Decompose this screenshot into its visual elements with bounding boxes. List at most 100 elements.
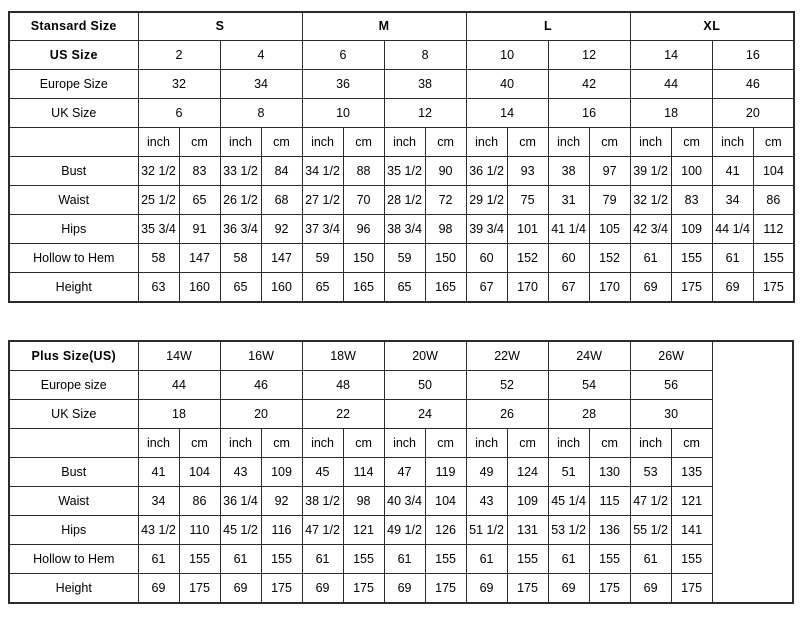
table-row-bust: Bust 41 104 43 109 45 114 47 119 49 124 …: [8, 457, 793, 487]
cell-hips: 96: [342, 214, 385, 244]
cell-hollow-to-hem: 60: [547, 243, 590, 273]
cell-waist: 70: [342, 185, 385, 215]
cell-us-size: 2: [137, 40, 221, 70]
unit-header: inch: [383, 428, 426, 458]
cell-us-size: 6: [301, 40, 385, 70]
cell-waist: 83: [670, 185, 713, 215]
cell-hips: 105: [588, 214, 631, 244]
cell-us-size: 14: [629, 40, 713, 70]
cell-hips: 51 1/2: [465, 515, 508, 545]
cell-hollow-to-hem: 61: [301, 544, 344, 574]
cell-height: 69: [711, 272, 754, 303]
cell-hips: 110: [178, 515, 221, 545]
cell-height: 65: [219, 272, 262, 303]
table-row-waist: Waist 34 86 36 1/4 92 38 1/2 98 40 3/4 1…: [8, 486, 793, 516]
cell-waist: 47 1/2: [629, 486, 672, 516]
table-row-units: inch cm inch cm inch cm inch cm inch cm …: [8, 127, 795, 157]
cell-europe-size: 32: [137, 69, 221, 99]
cell-europe-size: 50: [383, 370, 467, 400]
cell-hollow-to-hem: 60: [465, 243, 508, 273]
unit-header: inch: [547, 428, 590, 458]
cell-uk-size: 22: [301, 399, 385, 429]
unit-header: cm: [342, 127, 385, 157]
cell-bust: 41: [137, 457, 180, 487]
cell-uk-size: 6: [137, 98, 221, 128]
unit-header: inch: [219, 127, 262, 157]
cell-uk-size: 16: [547, 98, 631, 128]
cell-height: 165: [424, 272, 467, 303]
cell-europe-size: 36: [301, 69, 385, 99]
cell-hollow-to-hem: 152: [506, 243, 549, 273]
cell-uk-size: 10: [301, 98, 385, 128]
cell-hollow-to-hem: 61: [465, 544, 508, 574]
cell-us-size: 8: [383, 40, 467, 70]
unit-header: inch: [711, 127, 754, 157]
cell-waist: 34: [137, 486, 180, 516]
cell-hips: 37 3/4: [301, 214, 344, 244]
cell-us-size: 16: [711, 40, 795, 70]
cell-hips: 47 1/2: [301, 515, 344, 545]
unit-header: cm: [588, 428, 631, 458]
unit-header: cm: [506, 428, 549, 458]
cell-europe-size: 44: [137, 370, 221, 400]
cell-bust: 34 1/2: [301, 156, 344, 186]
cell-bust: 33 1/2: [219, 156, 262, 186]
cell-hollow-to-hem: 58: [137, 243, 180, 273]
cell-bust: 35 1/2: [383, 156, 426, 186]
cell-height: 175: [342, 573, 385, 604]
cell-hips: 91: [178, 214, 221, 244]
cell-height: 160: [178, 272, 221, 303]
cell-hips: 38 3/4: [383, 214, 426, 244]
cell-uk-size: 28: [547, 399, 631, 429]
table-row-hollow-to-hem: Hollow to Hem 58 147 58 147 59 150 59 15…: [8, 243, 795, 273]
cell-hips: 41 1/4: [547, 214, 590, 244]
cell-europe-size: 48: [301, 370, 385, 400]
table-row-hips: Hips 43 1/2 110 45 1/2 116 47 1/2 121 49…: [8, 515, 793, 545]
table-row-waist: Waist 25 1/2 65 26 1/2 68 27 1/2 70 28 1…: [8, 185, 795, 215]
cell-hollow-to-hem: 61: [383, 544, 426, 574]
cell-hollow-to-hem: 61: [629, 243, 672, 273]
unit-header: cm: [588, 127, 631, 157]
unit-header: inch: [547, 127, 590, 157]
cell-waist: 29 1/2: [465, 185, 508, 215]
cell-hollow-to-hem: 155: [752, 243, 795, 273]
cell-waist: 28 1/2: [383, 185, 426, 215]
cell-plus-size: 18W: [301, 340, 385, 371]
cell-hollow-to-hem: 155: [506, 544, 549, 574]
cell-height: 165: [342, 272, 385, 303]
cell-hips: 101: [506, 214, 549, 244]
cell-us-size: 10: [465, 40, 549, 70]
cell-height: 63: [137, 272, 180, 303]
row-label-bust: Bust: [8, 156, 139, 186]
cell-hollow-to-hem: 61: [219, 544, 262, 574]
cell-height: 69: [219, 573, 262, 604]
cell-waist: 79: [588, 185, 631, 215]
cell-uk-size: 26: [465, 399, 549, 429]
cell-europe-size: 44: [629, 69, 713, 99]
cell-height: 69: [383, 573, 426, 604]
cell-hips: 55 1/2: [629, 515, 672, 545]
cell-height: 69: [629, 272, 672, 303]
cell-height: 175: [588, 573, 631, 604]
unit-header: cm: [342, 428, 385, 458]
plus-size-table: Plus Size(US) 14W 16W 18W 20W 22W 24W 26…: [8, 340, 795, 604]
cell-us-size: 4: [219, 40, 303, 70]
cell-plus-size: 20W: [383, 340, 467, 371]
cell-height: 69: [547, 573, 590, 604]
table-row-europe-size: Europe size 44 46 48 50 52 54 56: [8, 370, 793, 400]
cell-height: 175: [178, 573, 221, 604]
cell-height: 175: [752, 272, 795, 303]
cell-hollow-to-hem: 155: [670, 544, 713, 574]
cell-plus-size: 22W: [465, 340, 549, 371]
row-label-hips: Hips: [8, 515, 139, 545]
cell-waist: 109: [506, 486, 549, 516]
cell-hips: 36 3/4: [219, 214, 262, 244]
cell-height: 170: [506, 272, 549, 303]
table-row-hollow-to-hem: Hollow to Hem 61 155 61 155 61 155 61 15…: [8, 544, 793, 574]
cell-hollow-to-hem: 155: [260, 544, 303, 574]
table-row-units: inch cm inch cm inch cm inch cm inch cm …: [8, 428, 793, 458]
cell-plus-size: 14W: [137, 340, 221, 371]
cell-hollow-to-hem: 155: [588, 544, 631, 574]
cell-hollow-to-hem: 155: [178, 544, 221, 574]
cell-hollow-to-hem: 155: [670, 243, 713, 273]
